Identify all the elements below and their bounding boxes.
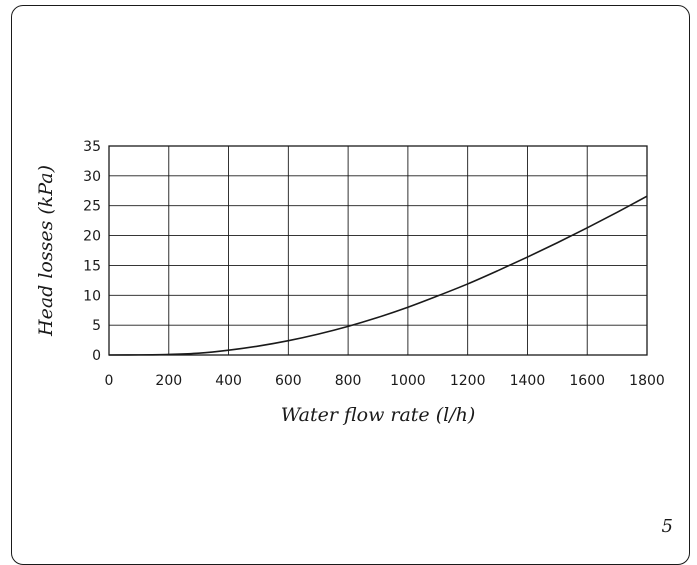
y-tick-label: 20 <box>83 229 101 245</box>
series-line <box>108 195 648 356</box>
x-tick-label: 600 <box>275 373 302 389</box>
y-tick-label: 30 <box>83 169 101 185</box>
head-loss-chart: 0 200 400 600 800 1000 1200 1400 1600 1800 0 5 10 15… <box>35 139 665 426</box>
x-tick-label: 400 <box>215 373 242 389</box>
page-number: 5 <box>661 516 673 537</box>
plot-area-border <box>108 145 648 356</box>
x-tick-label: 1400 <box>510 373 546 389</box>
y-axis-ticks: 0 5 10 15 20 25 30 35 <box>83 139 101 364</box>
y-tick-label: 25 <box>83 199 101 215</box>
x-tick-label: 200 <box>155 373 182 389</box>
chart-grid <box>108 145 648 356</box>
y-tick-label: 15 <box>83 258 101 274</box>
x-tick-label: 1800 <box>629 373 665 389</box>
x-tick-label: 1200 <box>450 373 486 389</box>
x-axis-ticks: 0 200 400 600 800 1000 1200 1400 1600 1800 <box>105 373 665 389</box>
y-tick-label: 0 <box>92 348 101 364</box>
x-tick-label: 1600 <box>569 373 605 389</box>
x-tick-label: 800 <box>335 373 362 389</box>
y-tick-label: 35 <box>83 139 101 155</box>
y-tick-label: 5 <box>92 318 101 334</box>
y-tick-label: 10 <box>83 288 101 304</box>
x-tick-label: 1000 <box>390 373 426 389</box>
x-tick-label: 0 <box>105 373 114 389</box>
x-axis-label: Water flow rate (l/h) <box>281 404 476 426</box>
y-axis-label: Head losses (kPa) <box>35 165 57 337</box>
